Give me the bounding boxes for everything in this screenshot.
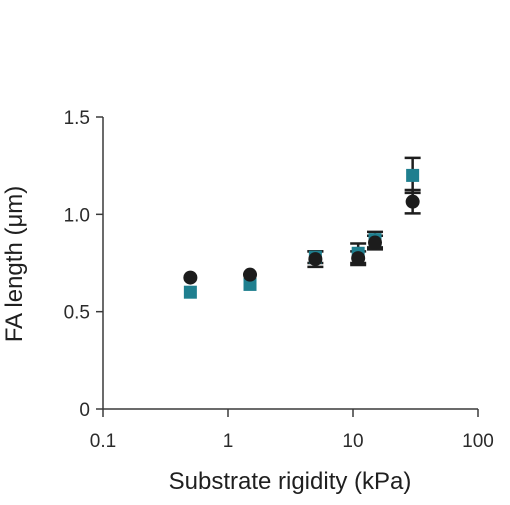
circle-point	[243, 267, 258, 282]
circle-point	[308, 252, 323, 267]
y-tick-label: 0.5	[64, 303, 90, 324]
data-markers	[183, 168, 420, 299]
y-tick-label: 1.5	[64, 108, 90, 129]
x-tick-label: 100	[462, 431, 494, 452]
x-axis-title: Substrate rigidity (kPa)	[169, 468, 412, 495]
x-tick-label: 1	[223, 431, 234, 452]
axes: 0 0.5 1.0 1.5 0.1 1 10 100	[64, 108, 494, 452]
y-axis-title: FA length (μm)	[1, 186, 28, 343]
circle-point	[351, 251, 366, 266]
y-tick-label: 1.0	[64, 205, 90, 226]
x-tick-label: 0.1	[90, 431, 116, 452]
square-point	[243, 277, 257, 291]
y-tick-label: 0	[79, 400, 90, 421]
circle-point	[183, 270, 198, 285]
circle-point	[405, 194, 420, 209]
square-point	[183, 285, 197, 299]
square-point	[406, 168, 420, 182]
circle-point	[368, 235, 383, 250]
x-tick-label: 10	[342, 431, 363, 452]
